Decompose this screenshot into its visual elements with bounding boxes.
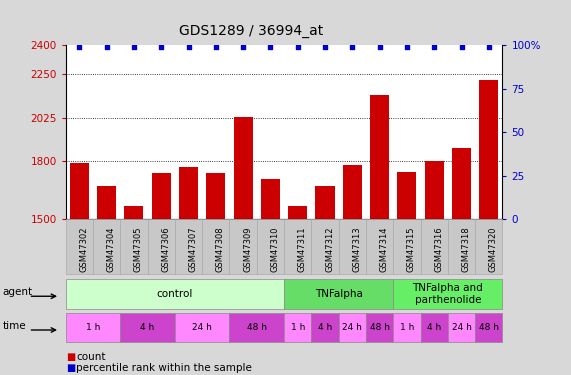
Point [239,44,248,50]
Text: GSM47316: GSM47316 [434,226,443,272]
Text: GSM47310: GSM47310 [271,226,279,272]
Point [156,44,166,50]
Bar [70,163,89,375]
Text: GSM47314: GSM47314 [380,226,389,272]
Text: 4 h: 4 h [318,323,332,332]
Text: ■: ■ [66,363,75,373]
Text: time: time [3,321,26,331]
Text: 4 h: 4 h [427,323,441,332]
Text: GSM47318: GSM47318 [461,226,471,272]
Point [130,44,139,50]
Text: 24 h: 24 h [192,323,212,332]
Point [484,44,493,50]
Point [375,44,384,50]
Text: GSM47312: GSM47312 [325,226,334,272]
Text: TNFalpha and
parthenolide: TNFalpha and parthenolide [412,283,483,305]
Text: 1 h: 1 h [400,323,414,332]
Text: 48 h: 48 h [247,323,267,332]
Text: ■: ■ [66,352,75,362]
Text: 24 h: 24 h [343,323,362,332]
Text: GSM47306: GSM47306 [161,226,170,272]
Text: 48 h: 48 h [479,323,499,332]
Point [403,44,412,50]
Bar [315,186,335,375]
Text: control: control [156,289,193,299]
Point [348,44,357,50]
Text: 4 h: 4 h [140,323,155,332]
Text: GSM47304: GSM47304 [107,226,115,272]
Bar [152,173,171,375]
Point [266,44,275,50]
Text: 1 h: 1 h [86,323,100,332]
Text: agent: agent [3,288,33,297]
Text: GSM47320: GSM47320 [489,226,498,272]
Bar [234,117,253,375]
Bar [124,206,143,375]
Text: GSM47311: GSM47311 [297,226,307,272]
Bar [288,206,307,375]
Bar [479,80,498,375]
Point [184,44,193,50]
Bar [397,172,416,375]
Text: percentile rank within the sample: percentile rank within the sample [76,363,252,373]
Text: GDS1289 / 36994_at: GDS1289 / 36994_at [179,24,323,38]
Text: 48 h: 48 h [369,323,389,332]
Text: 24 h: 24 h [452,323,472,332]
Bar [425,161,444,375]
Bar [206,173,226,375]
Bar [179,167,198,375]
Text: GSM47309: GSM47309 [243,226,252,272]
Point [457,44,466,50]
Text: GSM47308: GSM47308 [216,226,225,272]
Text: GSM47307: GSM47307 [188,226,198,272]
Text: GSM47313: GSM47313 [352,226,361,272]
Point [75,44,84,50]
Point [429,44,439,50]
Bar [452,148,471,375]
Point [320,44,329,50]
Text: 1 h: 1 h [291,323,305,332]
Text: count: count [76,352,106,362]
Bar [261,179,280,375]
Text: GSM47302: GSM47302 [79,226,89,272]
Text: GSM47315: GSM47315 [407,226,416,272]
Text: GSM47305: GSM47305 [134,226,143,272]
Text: TNFalpha: TNFalpha [315,289,363,299]
Point [211,44,220,50]
Bar [97,186,116,375]
Bar [343,165,362,375]
Bar [370,95,389,375]
Point [293,44,302,50]
Point [102,44,111,50]
